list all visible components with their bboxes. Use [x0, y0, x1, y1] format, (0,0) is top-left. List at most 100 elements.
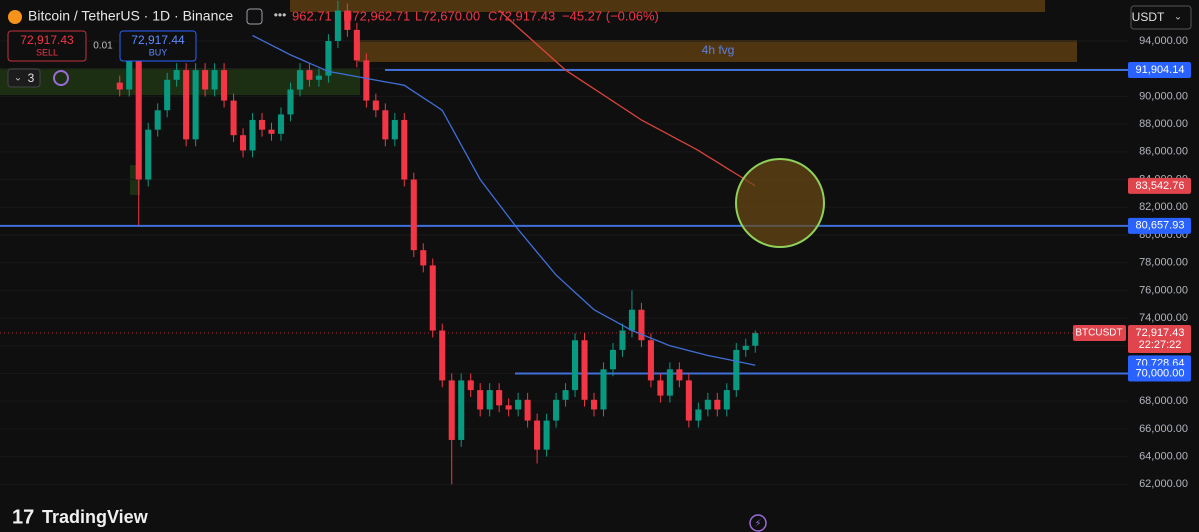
candle-body	[306, 70, 313, 80]
candle-body	[553, 399, 560, 421]
candle-body	[448, 380, 455, 440]
candle-body	[685, 380, 692, 421]
ohlc-high: H72,962.71	[343, 8, 410, 23]
candle-body	[353, 29, 360, 61]
sync-icon[interactable]	[53, 70, 69, 86]
price-tag	[1128, 325, 1191, 354]
candle-body	[221, 70, 228, 101]
candle-body	[439, 330, 446, 381]
buy-button[interactable]	[119, 30, 197, 62]
target-circle	[735, 158, 825, 248]
candle-body	[296, 70, 303, 90]
y-tick-label: 88,000.00	[1139, 118, 1188, 130]
candle-body	[287, 89, 294, 115]
sell-button[interactable]	[7, 30, 87, 62]
ohlc-change: −45.27 (−0.06%)	[562, 8, 659, 23]
price-tag-label: 80,657.93	[1136, 220, 1185, 232]
sell-price: 72,917.43	[20, 33, 74, 47]
plot-area	[0, 0, 1128, 485]
candle-body	[192, 70, 199, 140]
indicators-toggle[interactable]	[7, 68, 41, 88]
candle-body	[619, 330, 626, 350]
price-tag	[1128, 62, 1191, 79]
candle-body	[496, 390, 503, 406]
dropdown-icon: ⌄	[1174, 12, 1182, 23]
candle-body	[401, 119, 408, 180]
candle-body	[742, 345, 749, 350]
candle-body	[600, 369, 607, 410]
candle-body	[429, 265, 436, 331]
candle-body	[562, 390, 569, 400]
buy-price: 72,917.44	[131, 33, 185, 47]
candle-body	[534, 420, 541, 450]
countdown: 22:27:22	[1139, 339, 1182, 351]
candle-body	[543, 420, 550, 450]
alert-icon[interactable]	[749, 514, 767, 532]
y-tick-label: 82,000.00	[1139, 201, 1188, 213]
price-tag-label: 83,542.76	[1136, 180, 1185, 192]
hide-icon[interactable]	[246, 8, 263, 25]
candle-body	[666, 369, 673, 396]
candle-body	[382, 110, 389, 140]
price-tag-label: 72,917.43	[1136, 327, 1185, 339]
brand-name: TradingView	[42, 507, 149, 527]
candle-body	[515, 399, 522, 410]
ohlc-open: 962.71	[292, 8, 332, 23]
candle-body	[126, 60, 133, 90]
coin-icon	[8, 10, 22, 24]
buy-label: BUY	[149, 47, 168, 57]
candle-body	[695, 409, 702, 421]
candle-body	[202, 70, 209, 90]
y-tick-label: 62,000.00	[1139, 478, 1188, 490]
y-tick-label: 86,000.00	[1139, 146, 1188, 158]
candle-body	[258, 119, 266, 130]
candle-body	[628, 309, 635, 331]
candle-body	[458, 380, 465, 440]
y-tick-label: 66,000.00	[1139, 423, 1188, 435]
candle-body	[391, 119, 398, 140]
price-tag	[1128, 217, 1191, 234]
candle-body	[420, 250, 427, 266]
candle-body	[315, 75, 322, 80]
currency-label: USDT	[1132, 10, 1165, 24]
candle-body	[325, 41, 332, 76]
candle-body	[268, 129, 275, 134]
fvg-zone	[290, 0, 1045, 12]
candle-body	[145, 129, 152, 180]
candle-body	[676, 369, 683, 381]
candle-body	[723, 390, 730, 410]
candle-body	[524, 399, 531, 421]
candle-body	[505, 405, 512, 410]
zone-label: 4h fvg	[702, 43, 735, 57]
moving-average	[498, 10, 756, 187]
y-tick-label: 90,000.00	[1139, 90, 1188, 102]
candle-body	[590, 399, 598, 410]
candle-body	[638, 309, 645, 341]
currency-button[interactable]	[1130, 5, 1192, 30]
moving-average	[252, 34, 756, 366]
y-tick-label: 74,000.00	[1139, 312, 1188, 324]
candle-body	[240, 135, 247, 151]
candle-body	[572, 340, 579, 391]
candle-body	[164, 79, 171, 111]
candle-body	[154, 110, 161, 130]
ohlc-close: C72,917.43	[488, 8, 555, 23]
candle-body	[277, 114, 285, 134]
candle-body	[249, 119, 256, 151]
candle-body	[752, 333, 759, 346]
candle-body	[477, 390, 484, 410]
price-tag	[1128, 177, 1191, 194]
candle-body	[135, 60, 142, 180]
candle-body	[581, 340, 588, 400]
candle-body	[657, 380, 664, 396]
candle-body	[714, 399, 721, 410]
candle-body	[173, 70, 180, 80]
candle-body	[486, 390, 493, 410]
candle-body	[363, 60, 370, 101]
more-icon[interactable]: •••	[274, 8, 287, 22]
y-tick-label: 78,000.00	[1139, 257, 1188, 269]
symbol-tag	[1073, 325, 1126, 342]
y-tick-label: 76,000.00	[1139, 284, 1188, 296]
